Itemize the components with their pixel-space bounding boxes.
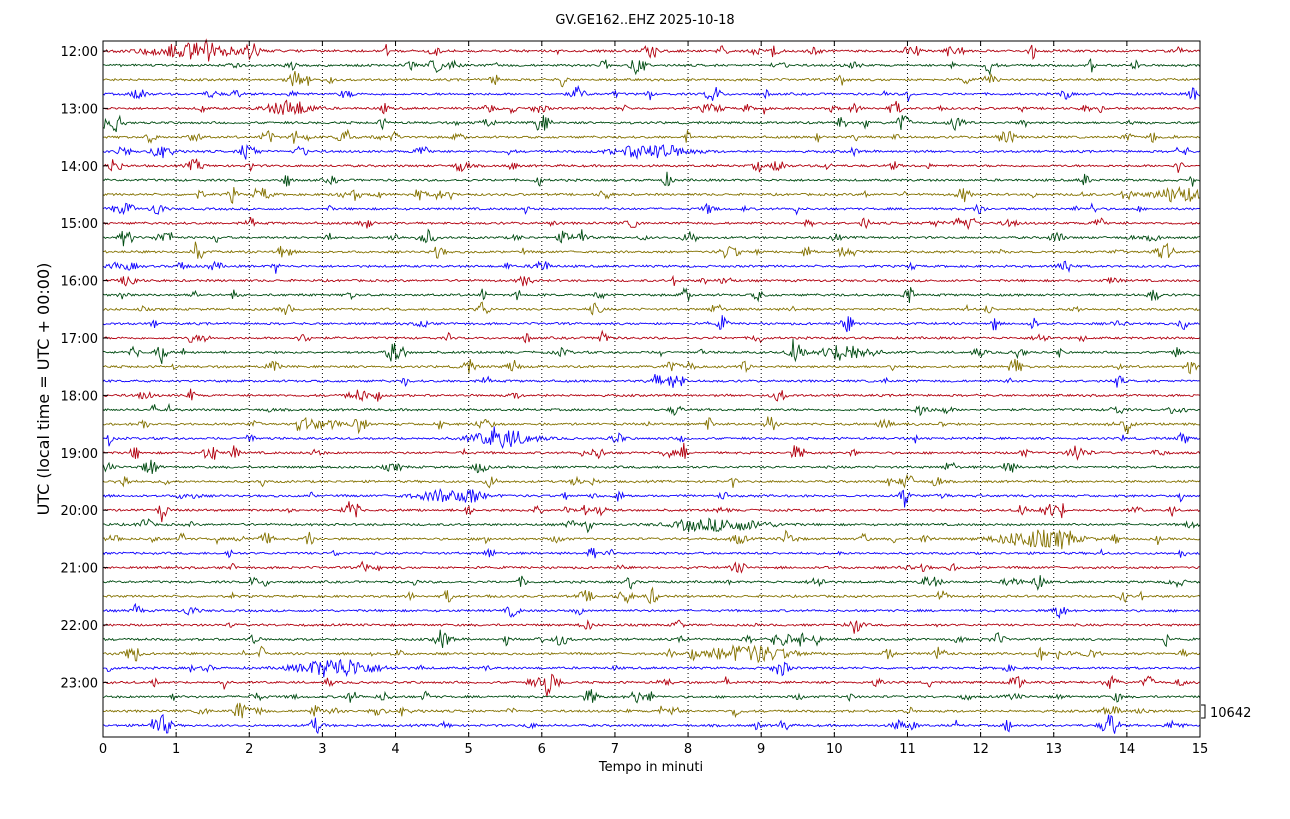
trace-4 xyxy=(102,84,1201,102)
x-axis-label: Tempo in minuti xyxy=(598,760,703,775)
y-axis-label: UTC (local time = UTC + 00:00) xyxy=(34,263,53,516)
y-axis-ticks: 12:00 13:00 14:00 15:00 16:00 17:00 18:00 19:00… xyxy=(61,45,108,691)
y-tick-label-15:00: 15:00 xyxy=(61,217,98,232)
trace-48 xyxy=(102,713,1201,735)
x-tick-label-11: 11 xyxy=(899,742,916,757)
trace-35 xyxy=(102,529,1201,550)
y-tick-label-14:00: 14:00 xyxy=(61,160,98,175)
trace-28 xyxy=(102,426,1201,449)
trace-45 xyxy=(102,673,1200,697)
trace-8 xyxy=(102,144,1201,160)
trace-9 xyxy=(102,158,1200,173)
trace-16 xyxy=(102,260,1200,274)
x-tick-label-7: 7 xyxy=(611,742,619,757)
trace-40 xyxy=(102,602,1201,620)
amplitude-scale-bar: 10642 xyxy=(1201,704,1251,721)
plot-frame xyxy=(102,40,1201,738)
trace-21 xyxy=(102,329,1201,344)
x-tick-label-0: 0 xyxy=(99,742,107,757)
trace-27 xyxy=(102,416,1200,435)
trace-38 xyxy=(102,575,1201,591)
x-tick-label-13: 13 xyxy=(1045,742,1062,757)
trace-43 xyxy=(102,644,1201,664)
trace-18 xyxy=(102,287,1200,304)
trace-7 xyxy=(102,128,1201,144)
trace-1 xyxy=(102,38,1201,62)
trace-47 xyxy=(102,702,1200,719)
x-tick-label-14: 14 xyxy=(1119,742,1136,757)
trace-44 xyxy=(102,658,1201,678)
trace-25 xyxy=(102,388,1200,402)
x-tick-label-4: 4 xyxy=(391,742,399,757)
x-tick-label-2: 2 xyxy=(245,742,253,757)
trace-41 xyxy=(102,619,1200,634)
x-tick-label-6: 6 xyxy=(538,742,546,757)
trace-42 xyxy=(102,629,1201,648)
seismic-traces xyxy=(102,38,1201,735)
trace-5 xyxy=(102,99,1201,116)
trace-12 xyxy=(102,202,1200,216)
trace-14 xyxy=(102,228,1200,247)
x-axis-ticks: 0 1 2 3 4 5 6 7 8 9 10 11 12 13 14 15 xyxy=(99,41,1208,757)
trace-46 xyxy=(102,689,1201,704)
trace-2 xyxy=(102,57,1201,76)
trace-23 xyxy=(102,358,1201,375)
trace-29 xyxy=(102,442,1201,461)
y-tick-label-12:00: 12:00 xyxy=(61,45,98,60)
trace-37 xyxy=(102,560,1200,574)
trace-22 xyxy=(102,338,1200,364)
trace-30 xyxy=(102,459,1200,475)
x-tick-label-12: 12 xyxy=(972,742,989,757)
trace-39 xyxy=(102,586,1201,605)
chart-title: GV.GE162..EHZ 2025-10-18 xyxy=(555,13,734,28)
x-tick-label-8: 8 xyxy=(684,742,692,757)
trace-3 xyxy=(102,70,1201,88)
x-tick-label-1: 1 xyxy=(172,742,180,757)
y-tick-label-13:00: 13:00 xyxy=(61,102,98,117)
trace-31 xyxy=(102,473,1201,489)
x-tick-label-10: 10 xyxy=(826,742,843,757)
y-tick-label-17:00: 17:00 xyxy=(61,332,98,347)
x-tick-label-9: 9 xyxy=(757,742,765,757)
y-tick-label-23:00: 23:00 xyxy=(61,676,98,691)
trace-6 xyxy=(102,114,1200,133)
y-tick-label-21:00: 21:00 xyxy=(61,562,98,577)
trace-15 xyxy=(102,241,1201,260)
y-tick-label-18:00: 18:00 xyxy=(61,389,98,404)
x-tick-label-5: 5 xyxy=(465,742,473,757)
trace-10 xyxy=(102,171,1201,187)
trace-33 xyxy=(102,501,1201,523)
trace-26 xyxy=(102,402,1200,417)
trace-32 xyxy=(102,487,1201,508)
y-tick-label-20:00: 20:00 xyxy=(61,504,98,519)
trace-17 xyxy=(102,274,1201,287)
trace-36 xyxy=(102,547,1200,559)
y-tick-label-22:00: 22:00 xyxy=(61,619,98,634)
trace-19 xyxy=(102,301,1200,316)
trace-11 xyxy=(102,185,1200,205)
trace-20 xyxy=(102,315,1200,333)
scale-label: 10642 xyxy=(1210,706,1251,721)
x-tick-label-15: 15 xyxy=(1192,742,1209,757)
x-tick-label-3: 3 xyxy=(318,742,326,757)
y-tick-label-19:00: 19:00 xyxy=(61,447,98,462)
trace-24 xyxy=(102,373,1200,388)
y-tick-label-16:00: 16:00 xyxy=(61,275,98,290)
trace-34 xyxy=(102,517,1201,534)
trace-13 xyxy=(102,216,1201,231)
minute-gridlines xyxy=(175,41,1128,737)
